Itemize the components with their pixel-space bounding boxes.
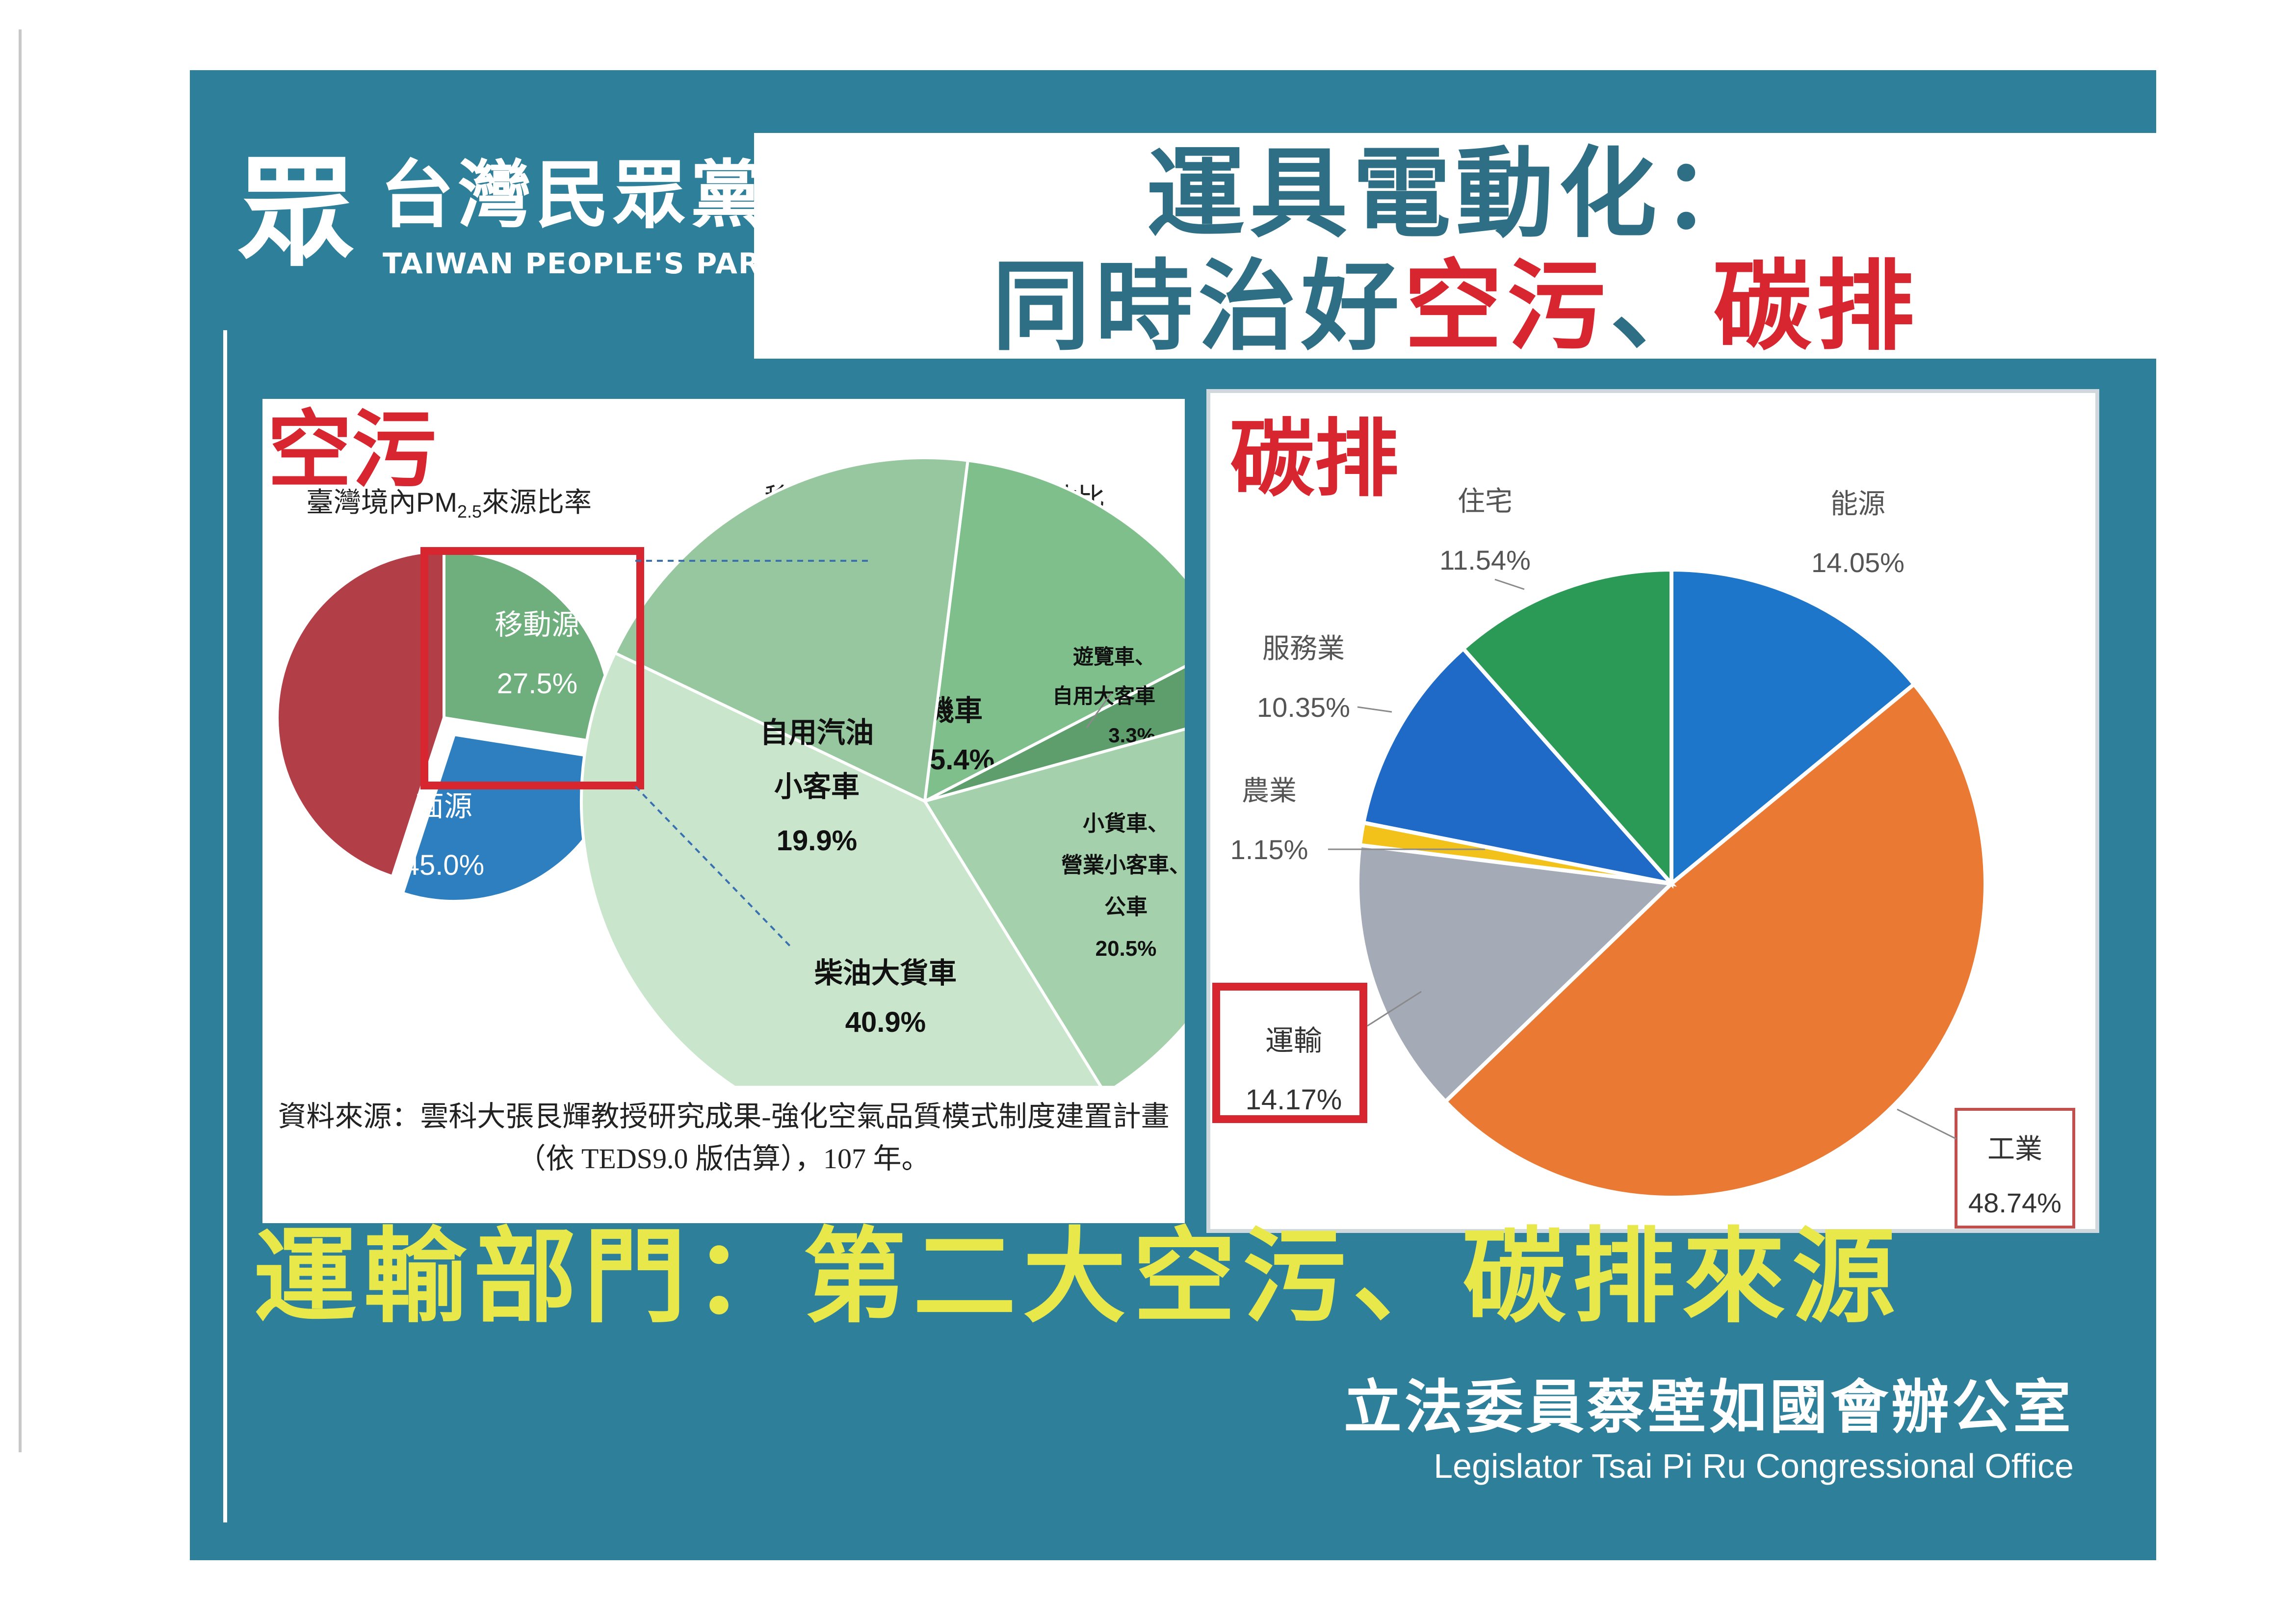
pie2-label-1-0: 遊覽車、 [1073,645,1155,668]
title-line-2-prefix: 同時治好 [991,250,1404,364]
pie3-value-1: 48.74% [1968,1187,2061,1218]
air-pollution-heading: 空污 [267,401,436,499]
pie3-slice-4 [1361,646,1677,887]
title-carbon-emission: 碳排 [1713,250,1920,364]
pie3-leader-4 [1357,706,1392,713]
title-line-2: 同時治好空污、碳排 [754,251,2157,364]
pie3-label-3-0: 農業 [1242,775,1297,806]
carbon-emission-chart: 能源 14.05% 工業 48.74% 運輸 14.17% 農業 1.15% 服務業 10.35%… [1212,486,2075,1229]
transport-highlight-box [1212,983,1367,1123]
pie3-value-2: 14.17% [1246,1084,1342,1116]
pie2-slice-3 [580,651,1102,1086]
pie3-label-2-0: 運輸 [1265,1025,1322,1057]
pie3-leader-industry [1897,1108,1957,1140]
party-name-zh: 台灣民眾黨 [380,153,768,238]
pie3-value-4: 10.35% [1257,692,1350,723]
pie2-value-4: 19.9% [777,825,857,857]
pie1-value-2: 45.0% [404,849,484,881]
pie2-label-4-0: 自用汽油 [760,717,874,749]
data-source-line-2: （依 TEDS9.0 版估算），107 年。 [517,1143,930,1175]
pie3-label-1-0: 工業 [1987,1133,2042,1164]
pie3-slice-2 [1356,842,1676,1104]
pie3-value-3: 1.15% [1230,834,1308,865]
pie2-value-2: 20.5% [1096,937,1157,961]
pie2-label-2-0: 小貨車、 [1083,812,1169,836]
connector-line-bottom [634,786,793,949]
title-air-pollution: 空污 [1404,250,1610,364]
pie3-label-5-0: 住宅 [1458,486,1513,517]
pie3-leader-5 [1494,578,1525,590]
pie1-slice-0 [443,549,612,746]
title-separator: 、 [1610,250,1714,364]
data-source: 資料來源：雲科大張艮輝教授研究成果-強化空氣品質模式制度建置計畫 （依 TEDS… [262,1096,1185,1180]
pie1-title: 臺灣境內PM2.5來源比率 [306,487,592,522]
scan-edge [19,29,22,1452]
pie3-slice-5 [1460,567,1673,889]
pie2-leader-1 [1086,693,1112,728]
pie2: 機車15.4%遊覽車、自用大客車3.3%小貨車、營業小客車、公車20.5%柴油大… [580,456,1185,1086]
mobile-source-highlight-box [420,547,644,789]
office-name-zh: 立法委員蔡壁如國會辦公室 [1343,1373,2074,1441]
pie2-slice-2 [922,728,1185,1086]
pie2-label-4-1: 小客車 [774,771,860,803]
party-name-en: TAIWAN PEOPLE'S PARTY [383,247,802,280]
pie3: 能源 14.05% 工業 48.74% 運輸 14.17% 農業 1.15% 服務業 10.35%… [1212,486,2075,1229]
pie1-label-2-0: 面源 [416,790,472,822]
pie1-slice-2 [276,549,445,879]
pie1-value-1: 27.5% [497,668,577,700]
air-pollution-charts: 臺灣境內PM2.5來源比率 移動源PM2.5不同車種之佔比 工業源27.5%移動… [276,456,1185,1086]
pie2-label-2-2: 公車 [1104,895,1148,919]
pie3-value-5: 11.54% [1439,545,1531,576]
divider-line [223,330,227,1522]
pie2-slice-0 [923,459,1185,804]
slide: 眾 台灣民眾黨 TAIWAN PEOPLE'S PARTY 運具電動化： 同時治… [190,70,2157,1560]
pie3-label-0-0: 能源 [1830,488,1885,519]
data-source-line-1: 資料來源：雲科大張艮輝教授研究成果-強化空氣品質模式制度建置計畫 [278,1100,1170,1132]
pie2-value-3: 40.9% [845,1006,926,1038]
pie3-value-0: 14.05% [1811,547,1905,578]
industry-label-box [1955,1108,2075,1229]
carbon-emission-panel: 碳排 能源 14.05% 工業 48.74% 運輸 14.17% 農業 1.15% 服務業 10.… [1206,389,2099,1233]
carbon-emission-heading: 碳排 [1230,410,1399,508]
air-pollution-panel: 空污 臺灣境內PM2.5來源比率 移動源PM2.5不同車種之佔比 工業源27.5… [262,399,1185,1223]
pie2-label-2-1: 營業小客車、 [1061,853,1185,877]
pie3-label-4-0: 服務業 [1262,633,1345,664]
pie3-slice-1 [1442,681,1988,1200]
pie3-leader-transport [1367,991,1422,1027]
pie2-label-3-0: 柴油大貨車 [814,957,957,989]
party-logo: 眾 台灣民眾黨 TAIWAN PEOPLE'S PARTY [238,144,801,355]
pie3-slice-0 [1670,567,1917,888]
bottom-headline: 運輸部門：第二大空污、碳排來源 [254,1217,1903,1337]
party-logo-glyph: 眾 [238,144,356,281]
title-line-1: 運具電動化： [1146,137,1765,251]
office-name-en: Legislator Tsai Pi Ru Congressional Offi… [1434,1447,2074,1485]
pie1-label-1-0: 移動源 [495,609,580,641]
title-box: 運具電動化： 同時治好空污、碳排 [754,133,2157,364]
pie2-slice-1 [924,665,1185,803]
